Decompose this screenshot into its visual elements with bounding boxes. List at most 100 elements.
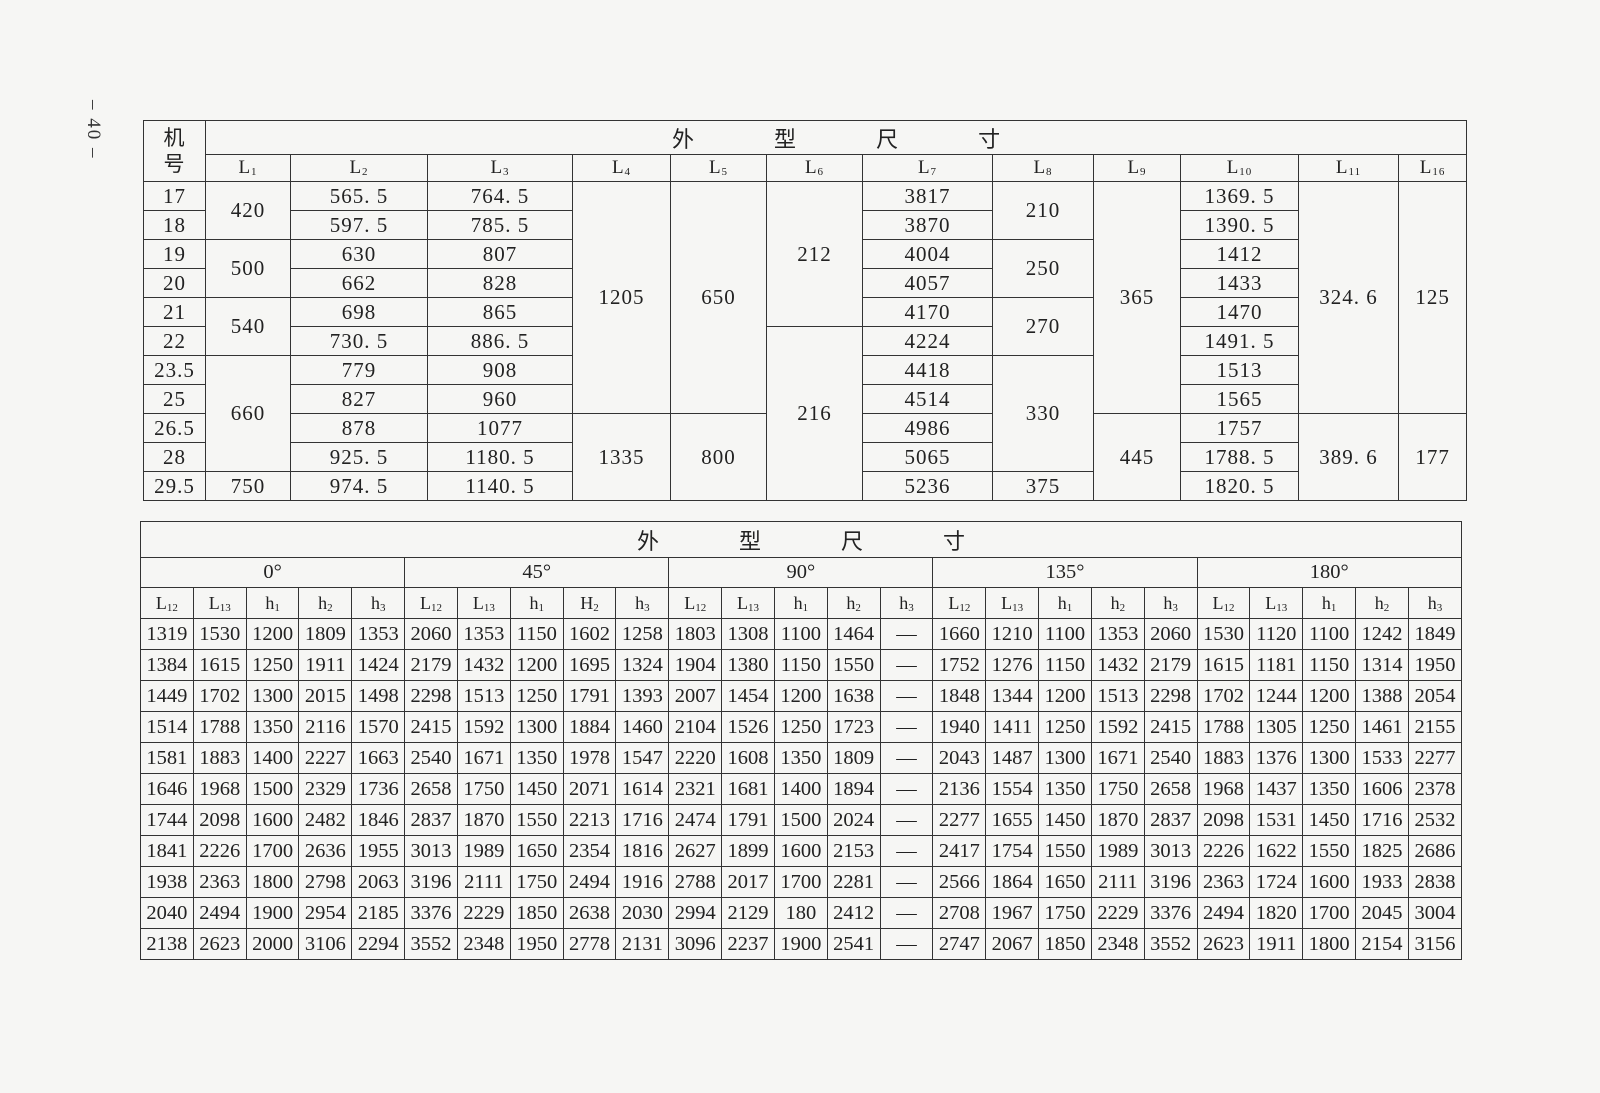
- table-cell: 1700: [1302, 897, 1357, 929]
- table-cell: 1592: [456, 711, 511, 743]
- page-number: – 40 –: [83, 100, 104, 160]
- table-cell: 1250: [1038, 711, 1092, 743]
- table-cell: 1592: [1090, 711, 1145, 743]
- table-cell: —: [879, 711, 934, 743]
- machine-number-cell: 28: [143, 442, 206, 472]
- table-cell: 800: [670, 413, 767, 501]
- column-header-base: L: [737, 592, 749, 613]
- table-cell: 2138: [140, 928, 194, 960]
- table-row: 1841 2226 1700 2636 1955 3013 1989 1650 2354 1816…: [140, 835, 1463, 867]
- table-cell: 3196: [404, 866, 458, 898]
- table-cell: 1608: [721, 742, 775, 774]
- table-cell: 1803: [668, 618, 723, 650]
- table-cell: 1736: [351, 773, 406, 805]
- column-header-base: h: [1110, 592, 1120, 613]
- table-cell: 2111: [456, 866, 511, 898]
- table-cell: 2155: [1407, 711, 1463, 743]
- table-cell: 865: [427, 297, 573, 327]
- table-cell: 1550: [1302, 835, 1357, 867]
- table-cell: 2045: [1355, 897, 1409, 929]
- table-cell: 1432: [1090, 649, 1145, 681]
- table-cell: 2129: [721, 897, 775, 929]
- table-cell: 1250: [1302, 711, 1357, 743]
- table-cell: 2281: [826, 866, 881, 898]
- table-cell: 1380: [721, 649, 775, 681]
- table-row: 2138 2623 2000 3106 2294 3552 2348 1950 2778 2131…: [140, 928, 1463, 960]
- table-cell: 1308: [721, 618, 775, 650]
- machine-number-cell: 25: [143, 384, 206, 414]
- column-header-subscript: 3: [379, 601, 386, 614]
- table-cell: 1350: [509, 742, 564, 774]
- table-cell: 2104: [668, 711, 723, 743]
- table-cell: 1400: [773, 773, 828, 805]
- column-header: L12: [932, 587, 987, 619]
- table-cell: 1967: [985, 897, 1040, 929]
- table-cell: —: [879, 928, 934, 960]
- column-header-subscript: 9: [1140, 166, 1147, 178]
- machine-number-cell: 20: [143, 268, 206, 298]
- table-cell: 827: [290, 384, 428, 414]
- column-header: L2: [290, 154, 428, 182]
- header-row: L1 L2 L3 L4 L5 L6 L7 L8 L9 L10 L11 L16: [144, 154, 1468, 182]
- column-header: L6: [766, 154, 863, 182]
- angle-header: 45°: [404, 557, 670, 588]
- table-cell: 1300: [509, 711, 564, 743]
- table-cell: 1100: [1302, 618, 1357, 650]
- column-header-base: L: [1226, 157, 1240, 178]
- table-cell: 1825: [1355, 835, 1409, 867]
- table-cell: 2321: [668, 773, 723, 805]
- table-cell: 1849: [1407, 618, 1463, 650]
- table-cell: 2837: [404, 804, 458, 836]
- table-cell: 1077: [427, 413, 573, 443]
- table-cell: 3196: [1143, 866, 1198, 898]
- table-cell: —: [879, 835, 934, 867]
- column-header: h3: [1143, 587, 1198, 619]
- table-cell: 2412: [826, 897, 881, 929]
- table-row: 1581 1883 1400 2227 1663 2540 1671 1350 1978 1547…: [140, 742, 1463, 774]
- column-header-base: h: [635, 592, 645, 613]
- table-cell: 1390. 5: [1180, 210, 1299, 240]
- table-cell: 1100: [1038, 618, 1092, 650]
- table-cell: 2658: [404, 773, 458, 805]
- table-cell: 2213: [562, 804, 617, 836]
- table-cell: 1531: [1249, 804, 1304, 836]
- column-header-subscript: 3: [503, 166, 510, 178]
- table-cell: 1938: [140, 866, 194, 898]
- table-cell: 180: [773, 897, 828, 929]
- table-cell: 750: [205, 471, 291, 501]
- table-cell: 1460: [615, 711, 670, 743]
- column-header: L13: [985, 587, 1040, 619]
- table-cell: 1638: [826, 680, 881, 712]
- table-cell: 1335: [572, 413, 671, 501]
- table-cell: 324. 6: [1298, 181, 1399, 414]
- table-cell: 2708: [932, 897, 987, 929]
- table-cell: 1150: [773, 649, 828, 681]
- column-header-base: L: [420, 592, 432, 613]
- table-cell: —: [879, 866, 934, 898]
- column-header-base: h: [1374, 592, 1384, 613]
- table-title: 外型尺寸: [140, 521, 1462, 558]
- table-cell: 2837: [1143, 804, 1198, 836]
- column-header-base: h: [318, 592, 328, 613]
- table-cell: —: [879, 680, 934, 712]
- column-header-base: L: [1212, 592, 1224, 613]
- table-cell: 2623: [192, 928, 247, 960]
- column-header-base: L: [1419, 157, 1433, 178]
- table-cell: 1894: [826, 773, 881, 805]
- column-header-subscript: 2: [362, 166, 369, 178]
- table-cell: 2098: [1196, 804, 1251, 836]
- table-cell: 2098: [192, 804, 247, 836]
- table-cell: 2220: [668, 742, 723, 774]
- table-cell: 1210: [985, 618, 1040, 650]
- table-cell: 1622: [1249, 835, 1304, 867]
- table-cell: 212: [766, 181, 863, 327]
- table-cell: 1870: [456, 804, 511, 836]
- angle-header: 180°: [1196, 557, 1463, 588]
- machine-number-cell: 18: [143, 210, 206, 240]
- column-header: h2: [1090, 587, 1145, 619]
- table-cell: 1848: [932, 680, 987, 712]
- table-cell: 1809: [298, 618, 353, 650]
- table-cell: 974. 5: [290, 471, 428, 501]
- angle-header-row: 0° 45° 90° 135° 180°: [139, 557, 1463, 588]
- table-cell: 1978: [562, 742, 617, 774]
